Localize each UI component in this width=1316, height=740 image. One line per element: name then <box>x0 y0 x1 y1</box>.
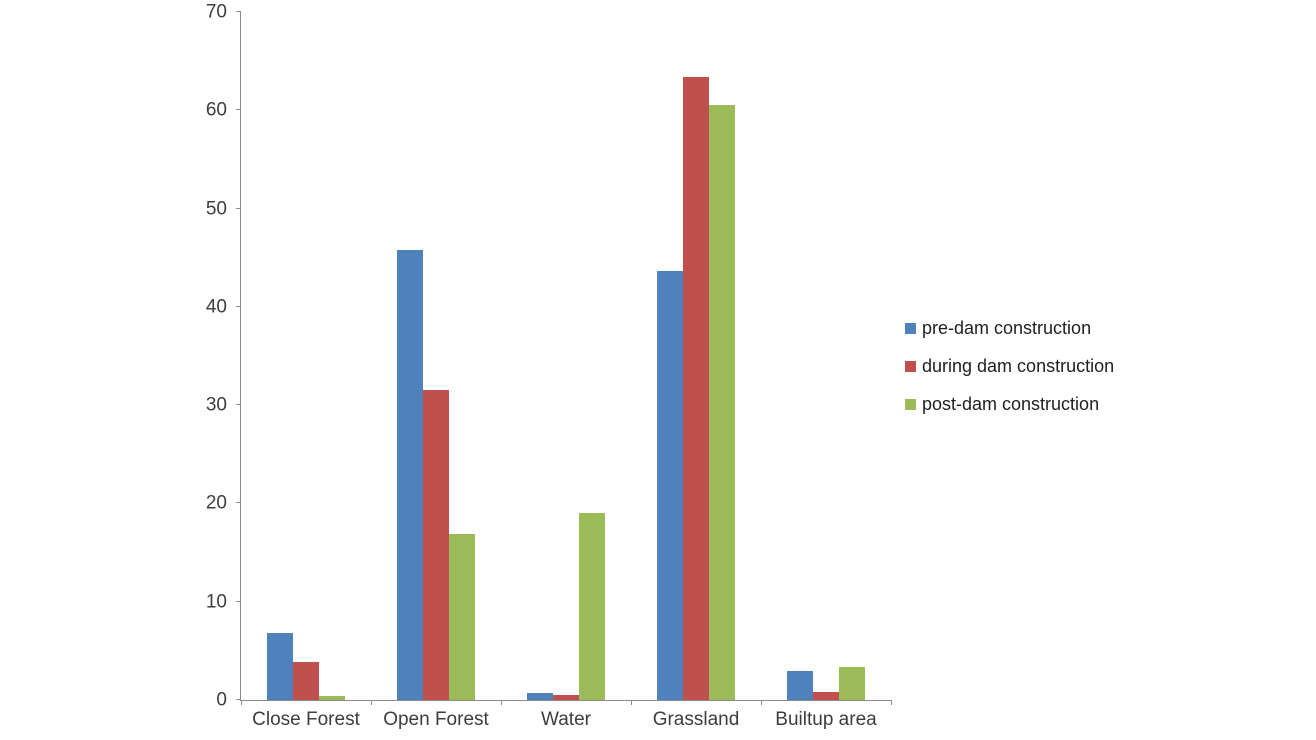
x-category-label: Water <box>541 709 591 730</box>
y-tick-mark <box>236 11 241 12</box>
legend: pre-dam construction during dam construct… <box>905 318 1114 415</box>
x-tick-mark <box>241 700 242 705</box>
bar <box>657 270 683 700</box>
y-tick-mark <box>236 109 241 111</box>
bar <box>449 533 475 700</box>
x-tick-mark <box>631 700 632 705</box>
bar-group <box>761 12 891 700</box>
y-tick-mark <box>236 305 241 307</box>
x-category-label: Open Forest <box>383 709 489 730</box>
legend-swatch-icon <box>905 323 916 334</box>
bar <box>423 390 449 700</box>
bar <box>813 692 839 700</box>
legend-item: during dam construction <box>905 356 1114 377</box>
y-tick-label: 10 <box>205 591 227 613</box>
bar-group <box>371 12 501 700</box>
y-tick-mark <box>236 600 241 602</box>
y-tick-label: 40 <box>205 296 227 318</box>
bar <box>319 696 345 700</box>
y-tick-mark <box>236 404 241 406</box>
x-axis-labels: Close Forest Open Forest Water Grassland Bui… <box>241 700 891 731</box>
legend-item: pre-dam construction <box>905 318 1114 339</box>
y-tick-label: 60 <box>205 99 227 121</box>
legend-label: pre-dam construction <box>922 318 1092 338</box>
bar <box>293 661 319 700</box>
legend-item: post-dam construction <box>905 394 1114 415</box>
y-tick-label: 0 <box>216 689 227 711</box>
x-category-label: Close Forest <box>252 709 360 730</box>
y-tick-mark <box>236 502 241 504</box>
y-tick-label: 30 <box>205 394 227 416</box>
bar <box>787 670 813 700</box>
x-tick-mark <box>891 700 892 705</box>
bar <box>267 633 293 700</box>
bar <box>397 249 423 700</box>
bar <box>527 693 553 700</box>
bar <box>683 76 709 700</box>
x-category-label: Builtup area <box>775 709 877 730</box>
bar <box>839 666 865 700</box>
legend-label: post-dam construction <box>922 394 1100 414</box>
bar-group <box>631 12 761 700</box>
plot-area: Close Forest Open Forest Water Grassland Bui… <box>206 3 892 730</box>
y-tick-label: 50 <box>205 198 227 220</box>
bar-group <box>241 12 371 700</box>
bar-group <box>501 12 631 700</box>
legend-swatch-icon <box>905 399 916 410</box>
bar <box>579 513 605 700</box>
bar <box>553 695 579 700</box>
x-tick-mark <box>371 700 372 705</box>
legend-label: during dam construction <box>922 356 1115 376</box>
legend-swatch-icon <box>905 361 916 372</box>
x-tick-mark <box>761 700 762 705</box>
y-tick-mark <box>236 699 241 700</box>
bar <box>709 105 735 700</box>
y-tick-label: 20 <box>205 492 227 514</box>
x-tick-mark <box>501 700 502 705</box>
bar-groups <box>241 12 891 700</box>
y-tick-mark <box>236 207 241 209</box>
y-tick-label: 70 <box>205 1 227 23</box>
x-category-label: Grassland <box>652 709 740 730</box>
